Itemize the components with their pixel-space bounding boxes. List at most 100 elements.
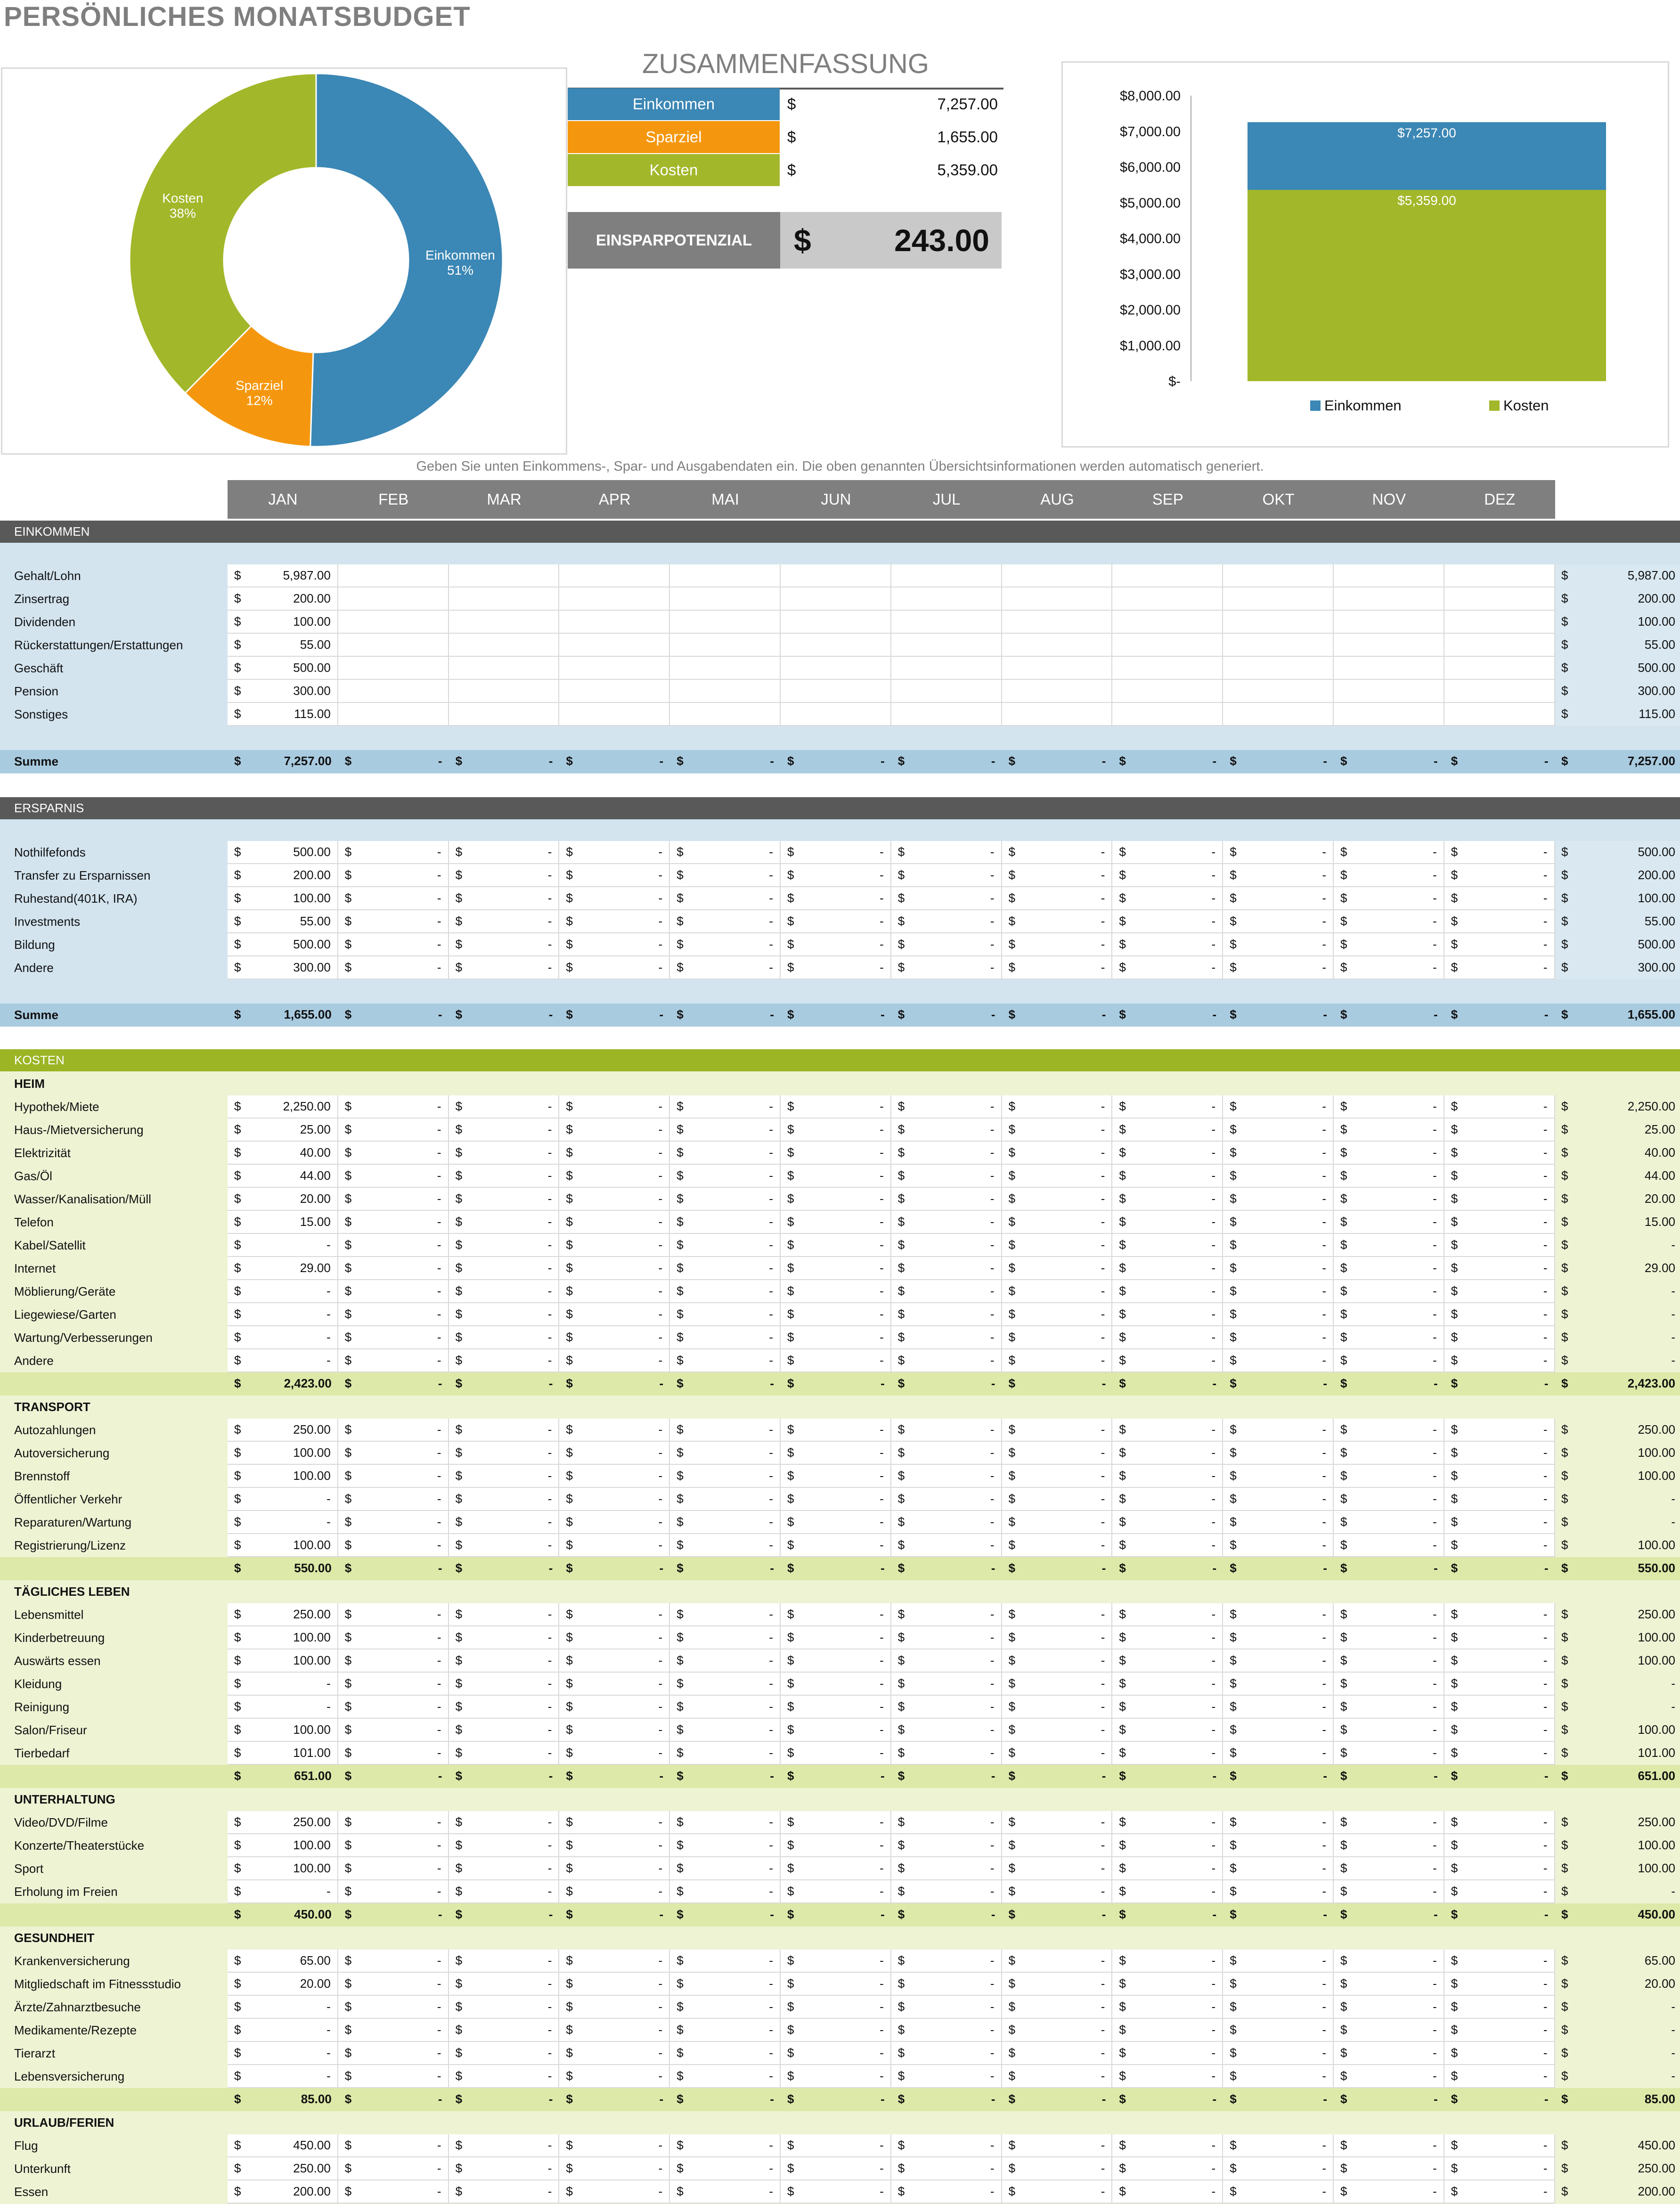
cell-jul[interactable]: $ - [891,1326,1002,1349]
cell-dez[interactable]: $ - [1444,1349,1555,1372]
cell-jul[interactable] [891,680,1002,703]
cell-okt[interactable] [1223,611,1334,634]
cell-mai[interactable]: $ - [670,1511,781,1534]
cell-jul[interactable] [891,611,1002,634]
cell-mai[interactable]: $ - [670,864,781,887]
cell-apr[interactable]: $ - [559,2065,670,2088]
cell-feb[interactable]: $ - [338,1649,449,1673]
cell-dez[interactable]: $ - [1444,1696,1555,1719]
cell-dez[interactable]: $ - [1444,1419,1555,1442]
cell-jun[interactable]: $ - [781,841,891,864]
cell-okt[interactable]: $ - [1223,1950,1334,1973]
cell-mai[interactable]: $ - [670,1649,781,1673]
cell-aug[interactable]: $ - [1002,1165,1113,1188]
cell-dez[interactable] [1444,588,1555,611]
cell-jul[interactable]: $ - [891,1950,1002,1973]
cell-sep[interactable]: $ - [1112,1534,1223,1557]
cell-nov[interactable]: $ - [1334,1142,1444,1165]
cell-dez[interactable] [1444,703,1555,726]
cell-apr[interactable]: $ - [559,1511,670,1534]
cell-jul[interactable]: $ - [891,2019,1002,2042]
cell-jun[interactable]: $ - [781,1673,891,1696]
cell-mar[interactable]: $ - [449,1811,560,1834]
cell-mar[interactable]: $ - [449,1142,560,1165]
cell-jan[interactable]: $100.00 [228,1465,338,1488]
cell-feb[interactable] [338,657,449,680]
cell-feb[interactable]: $ - [338,1488,449,1511]
cell-mar[interactable] [449,657,560,680]
cell-okt[interactable]: $ - [1223,1973,1334,1996]
cell-mar[interactable]: $ - [449,1280,560,1303]
cell-nov[interactable]: $ - [1334,1511,1444,1534]
cell-jan[interactable]: $101.00 [228,1742,338,1765]
cell-okt[interactable]: $ - [1223,1534,1334,1557]
cell-mar[interactable]: $ - [449,2019,560,2042]
cell-apr[interactable]: $ - [559,1950,670,1973]
cell-dez[interactable]: $ - [1444,1326,1555,1349]
cell-nov[interactable]: $ - [1334,1626,1444,1649]
cell-feb[interactable]: $ - [338,841,449,864]
cell-mar[interactable]: $ - [449,1603,560,1626]
cell-apr[interactable]: $ - [559,1257,670,1280]
cell-mar[interactable]: $ - [449,887,560,910]
cell-jul[interactable]: $ - [891,1649,1002,1673]
cell-feb[interactable]: $ - [338,1257,449,1280]
cell-nov[interactable]: $ - [1334,1095,1444,1118]
cell-jan[interactable]: $ - [228,1673,338,1696]
cell-apr[interactable]: $ - [559,1211,670,1234]
cell-sep[interactable]: $ - [1112,2157,1223,2180]
cell-okt[interactable] [1223,634,1334,657]
cell-dez[interactable]: $ - [1444,2042,1555,2065]
cell-nov[interactable]: $ - [1334,2019,1444,2042]
cell-nov[interactable]: $ - [1334,1165,1444,1188]
cell-mai[interactable]: $ - [670,1857,781,1880]
cell-mar[interactable]: $ - [449,1165,560,1188]
cell-apr[interactable]: $ - [559,1419,670,1442]
cell-apr[interactable]: $ - [559,1742,670,1765]
cell-jul[interactable]: $ - [891,1673,1002,1696]
cell-nov[interactable]: $ - [1334,2042,1444,2065]
cell-jun[interactable]: $ - [781,1811,891,1834]
cell-aug[interactable]: $ - [1002,1280,1113,1303]
cell-nov[interactable]: $ - [1334,1488,1444,1511]
cell-mar[interactable]: $ - [449,1118,560,1142]
cell-okt[interactable]: $ - [1223,1626,1334,1649]
cell-feb[interactable]: $ - [338,864,449,887]
cell-mar[interactable] [449,588,560,611]
cell-jun[interactable]: $ - [781,2019,891,2042]
cell-nov[interactable]: $ - [1334,2180,1444,2204]
cell-mai[interactable]: $ - [670,2042,781,2065]
cell-jan[interactable]: $100.00 [228,1834,338,1857]
cell-dez[interactable]: $ - [1444,1511,1555,1534]
cell-sep[interactable]: $ - [1112,956,1223,980]
cell-jan[interactable]: $ - [228,1880,338,1903]
cell-okt[interactable]: $ - [1223,1257,1334,1280]
cell-dez[interactable] [1444,634,1555,657]
cell-feb[interactable]: $ - [338,1696,449,1719]
cell-sep[interactable] [1112,588,1223,611]
cell-jun[interactable]: $ - [781,1996,891,2019]
cell-jun[interactable]: $ - [781,2157,891,2180]
cell-sep[interactable]: $ - [1112,1465,1223,1488]
cell-sep[interactable]: $ - [1112,1719,1223,1742]
cell-sep[interactable]: $ - [1112,1834,1223,1857]
cell-feb[interactable] [338,564,449,588]
cell-jun[interactable] [781,564,891,588]
cell-mai[interactable]: $ - [670,1442,781,1465]
cell-mai[interactable]: $ - [670,1211,781,1234]
cell-aug[interactable]: $ - [1002,1211,1113,1234]
cell-mar[interactable]: $ - [449,933,560,956]
cell-apr[interactable]: $ - [559,1534,670,1557]
cell-okt[interactable]: $ - [1223,1511,1334,1534]
cell-jan[interactable]: $100.00 [228,1442,338,1465]
cell-dez[interactable]: $ - [1444,1257,1555,1280]
cell-nov[interactable]: $ - [1334,1419,1444,1442]
cell-aug[interactable]: $ - [1002,1303,1113,1326]
cell-nov[interactable]: $ - [1334,1188,1444,1211]
cell-aug[interactable]: $ - [1002,956,1113,980]
cell-jan[interactable]: $500.00 [228,657,338,680]
cell-aug[interactable]: $ - [1002,1419,1113,1442]
cell-jun[interactable]: $ - [781,1257,891,1280]
cell-okt[interactable]: $ - [1223,864,1334,887]
cell-mai[interactable]: $ - [670,841,781,864]
